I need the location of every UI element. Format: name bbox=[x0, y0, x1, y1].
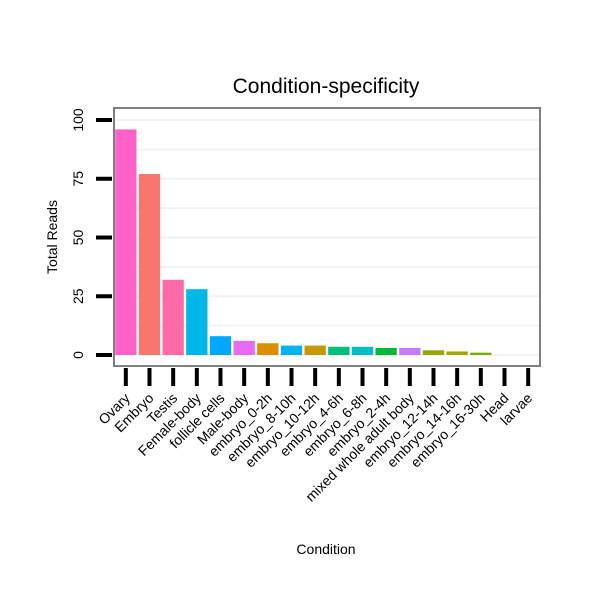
bar-16 bbox=[470, 352, 492, 355]
y-axis-title: Total Reads bbox=[44, 200, 60, 274]
bar-8 bbox=[280, 345, 303, 355]
bar-11 bbox=[351, 346, 374, 355]
bar-15 bbox=[446, 351, 468, 355]
bar-6 bbox=[233, 340, 255, 355]
bar-13 bbox=[399, 347, 421, 355]
bar-5 bbox=[209, 336, 232, 355]
gridlines bbox=[115, 119, 539, 356]
bar-7 bbox=[257, 343, 279, 355]
y-tick-label: 100 bbox=[70, 108, 86, 132]
bar-3 bbox=[162, 279, 184, 355]
x-axis-title: Condition bbox=[296, 541, 355, 557]
plot-frame bbox=[113, 107, 541, 367]
bar-9 bbox=[304, 345, 326, 355]
bar-14 bbox=[422, 350, 445, 355]
bars bbox=[115, 129, 492, 355]
y-tick-label: 75 bbox=[70, 171, 86, 187]
bar-4 bbox=[186, 289, 208, 355]
bar-1 bbox=[115, 129, 137, 355]
y-tick-label: 50 bbox=[70, 230, 86, 246]
y-tick-label: 0 bbox=[70, 351, 86, 359]
chart-title: Condition-specificity bbox=[233, 75, 420, 98]
bar-2 bbox=[138, 174, 161, 355]
y-tick-label: 25 bbox=[70, 288, 86, 304]
y-axis: 0 25 50 75 100 bbox=[70, 108, 112, 359]
bar-12 bbox=[375, 347, 397, 355]
bar-10 bbox=[328, 346, 350, 355]
